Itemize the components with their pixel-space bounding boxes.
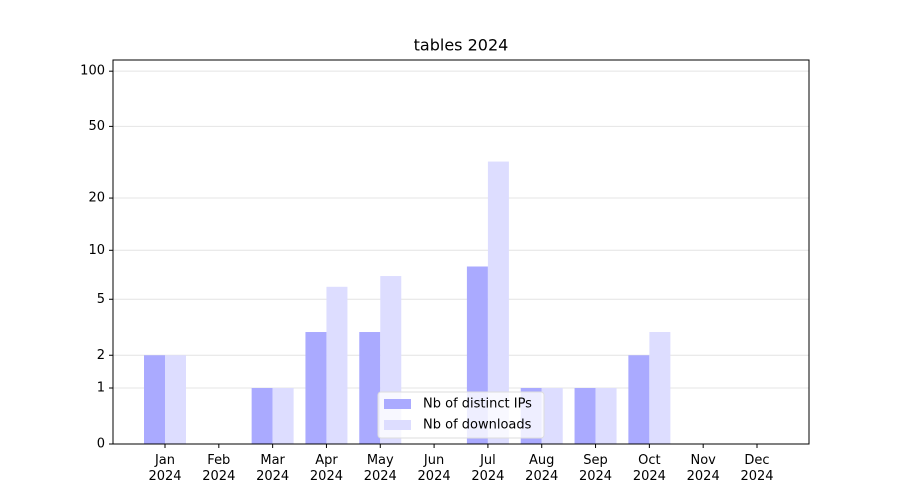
bar — [251, 388, 273, 444]
legend-swatch — [384, 420, 411, 430]
x-tick-label: Sep 2024 — [578, 453, 613, 484]
legend-swatch — [384, 399, 411, 409]
y-tick-label: 50 — [88, 119, 105, 134]
legend-label: Nb of distinct IPs — [423, 397, 532, 412]
bar — [595, 388, 617, 444]
x-tick-label: Apr 2024 — [309, 453, 343, 484]
plot-frame — [112, 59, 810, 445]
x-tick-label: Feb 2024 — [202, 453, 236, 484]
bar — [165, 355, 186, 444]
x-tick-label: Dec 2024 — [740, 453, 774, 484]
x-tick-label: Mar 2024 — [256, 453, 290, 484]
legend-label: Nb of downloads — [423, 418, 532, 433]
y-tick-label: 0 — [97, 437, 105, 452]
bar — [359, 332, 381, 444]
bar — [541, 388, 563, 444]
x-tick-label: Oct 2024 — [632, 453, 666, 484]
y-tick-label: 20 — [88, 191, 105, 206]
y-tick-label: 100 — [80, 64, 105, 79]
y-tick-label: 2 — [97, 348, 105, 363]
chart-title: tables 2024 — [414, 36, 509, 55]
bar — [628, 355, 650, 444]
bar — [305, 332, 327, 444]
y-tick-label: 5 — [97, 292, 105, 307]
bar — [487, 161, 509, 444]
bar — [649, 332, 671, 444]
y-tick-label: 1 — [97, 381, 105, 396]
x-tick-label: May 2024 — [363, 453, 397, 484]
bar — [144, 355, 165, 444]
x-tick-label: Jun 2024 — [417, 453, 451, 484]
y-tick-label: 10 — [88, 243, 105, 258]
bar — [574, 388, 596, 444]
x-tick-label: Jan 2024 — [148, 453, 182, 484]
legend-box — [377, 391, 545, 439]
bar — [326, 286, 348, 444]
x-tick-label: Jul 2024 — [471, 453, 505, 484]
bar — [272, 388, 294, 444]
x-tick-label: Aug 2024 — [525, 453, 559, 484]
x-tick-label: Nov 2024 — [686, 453, 720, 484]
